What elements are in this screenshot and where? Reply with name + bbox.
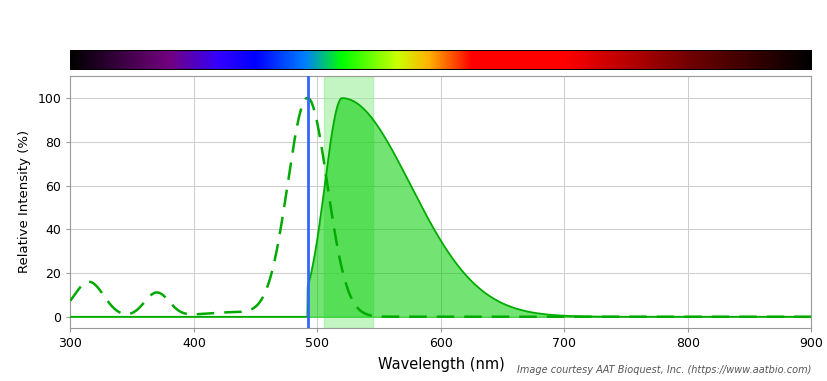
X-axis label: Wavelength (nm): Wavelength (nm) [377,357,504,371]
Bar [323,76,372,328]
Text: Image courtesy AAT Bioquest, Inc. (https://www.aatbio.com): Image courtesy AAT Bioquest, Inc. (https… [516,365,810,375]
Y-axis label: Relative Intensity (%): Relative Intensity (%) [17,130,31,274]
